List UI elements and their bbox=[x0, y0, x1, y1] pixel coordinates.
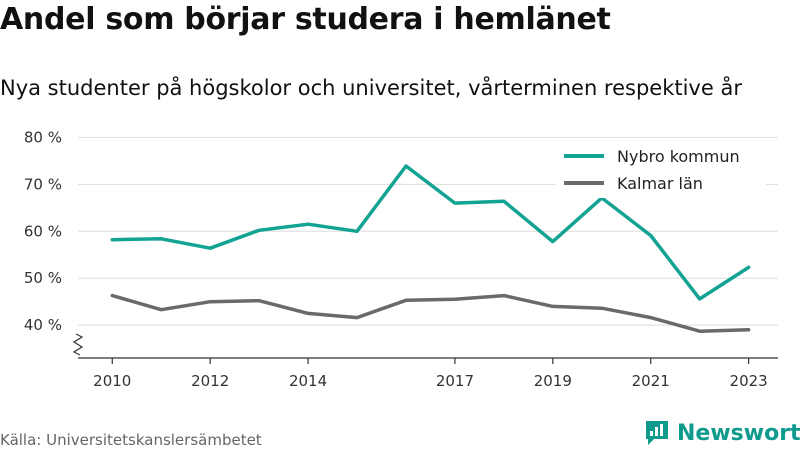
axis-break-zigzag bbox=[72, 333, 84, 356]
x-tick-label: 2010 bbox=[93, 372, 131, 390]
source-note: Källa: Universitetskanslersämbetet bbox=[0, 431, 262, 449]
y-tick-label: 80 % bbox=[24, 128, 62, 146]
series-lines bbox=[110, 164, 751, 333]
y-tick-label: 40 % bbox=[24, 316, 62, 334]
legend-label: Nybro kommun bbox=[617, 147, 740, 166]
y-tick-label: 50 % bbox=[24, 269, 62, 287]
chart-title: Andel som börjar studera i hemlänet bbox=[0, 2, 611, 37]
series-line-nybro-kommun bbox=[110, 164, 751, 301]
legend: Nybro kommun Kalmar län bbox=[556, 142, 766, 198]
x-axis: 2010 2012 2014 2017 2019 2021 2023 bbox=[78, 357, 778, 390]
legend-background bbox=[556, 142, 766, 198]
x-tick-label: 2019 bbox=[534, 372, 572, 390]
brand-logo: Newsworthy bbox=[644, 419, 800, 447]
y-tick-labels: 40 % 50 % 60 % 70 % 80 % bbox=[24, 128, 62, 334]
y-tick-label: 60 % bbox=[24, 222, 62, 240]
x-tick-label: 2023 bbox=[730, 372, 768, 390]
series-line-kalmar-l-n bbox=[110, 293, 751, 333]
chart-subtitle: Nya studenter på högskolor och universit… bbox=[0, 76, 742, 100]
legend-label: Kalmar län bbox=[617, 174, 703, 193]
y-tick-label: 70 % bbox=[24, 175, 62, 193]
x-tick-label: 2014 bbox=[289, 372, 327, 390]
x-tick-label: 2017 bbox=[436, 372, 474, 390]
brand-name: Newsworthy bbox=[677, 420, 800, 446]
x-tick-label: 2012 bbox=[191, 372, 229, 390]
axis-break-icon bbox=[72, 333, 84, 356]
x-tick-label: 2021 bbox=[632, 372, 670, 390]
newsworthy-chart-logo-icon bbox=[646, 421, 668, 445]
